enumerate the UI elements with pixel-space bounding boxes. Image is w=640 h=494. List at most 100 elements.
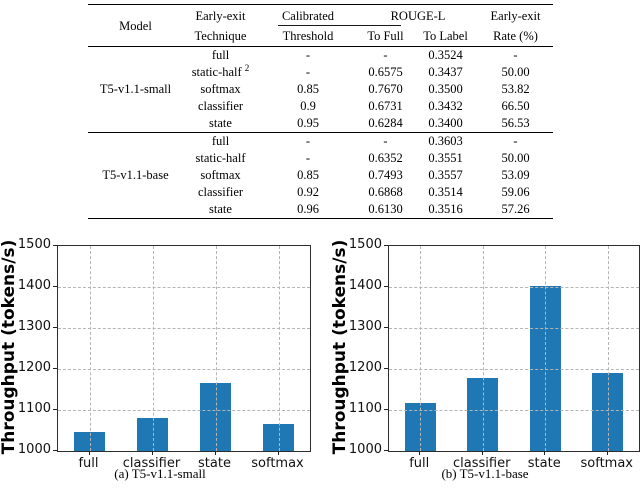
cell-rate: 59.06 bbox=[501, 184, 530, 199]
cell-technique: softmax bbox=[200, 81, 241, 96]
cell-rate: 57.26 bbox=[501, 201, 530, 216]
cell-to-label: 0.3551 bbox=[428, 150, 463, 165]
table-row: state 0.96 0.6130 0.3516 57.26 bbox=[88, 201, 553, 219]
h-gridline bbox=[389, 410, 639, 411]
v-gridline bbox=[545, 246, 547, 451]
header-threshold-line1: Calibrated bbox=[281, 9, 335, 24]
model-name: T5-v1.1-small bbox=[99, 81, 172, 96]
plot-area bbox=[57, 245, 311, 452]
x-tick-label: classifier bbox=[122, 456, 181, 471]
table-row: static-half - 0.6352 0.3551 50.00 bbox=[88, 150, 553, 167]
v-gridline bbox=[89, 246, 91, 451]
y-tick-label: 1400 bbox=[348, 278, 382, 293]
v-gridline bbox=[278, 246, 280, 451]
cell-threshold: 0.96 bbox=[297, 201, 319, 216]
chart-t5-v1.1-small: Throughput (tokens/s) (a) T5-v1.1-small … bbox=[0, 237, 322, 490]
y-tick-label: 1500 bbox=[17, 237, 51, 252]
y-tick-mark bbox=[53, 286, 57, 287]
chart-t5-v1.1-base: Throughput (tokens/s) (b) T5-v1.1-base 1… bbox=[330, 237, 640, 490]
y-tick-label: 1000 bbox=[348, 442, 382, 457]
cell-technique: classifier bbox=[197, 184, 244, 199]
x-tick-mark bbox=[277, 451, 279, 455]
h-gridline bbox=[389, 369, 639, 370]
cell-threshold: 0.92 bbox=[297, 184, 319, 199]
y-tick-mark bbox=[384, 368, 388, 369]
cell-to-label: 0.3437 bbox=[428, 64, 463, 79]
x-tick-label: full bbox=[78, 456, 99, 471]
cell-to-label: 0.3557 bbox=[428, 167, 463, 182]
header-rouge: ROUGE-L bbox=[390, 9, 446, 24]
cell-technique: state bbox=[209, 201, 232, 216]
cell-technique: full bbox=[211, 47, 230, 62]
subfigure-caption-b: (b) T5-v1.1-base bbox=[441, 466, 529, 481]
x-tick-mark bbox=[481, 451, 483, 455]
y-tick-mark bbox=[53, 245, 57, 246]
cell-rate: 53.82 bbox=[501, 81, 530, 96]
table-row: softmax 0.85 0.7493 0.3557 53.09 bbox=[88, 167, 553, 184]
y-tick-label: 1000 bbox=[17, 442, 51, 457]
cell-rate: - bbox=[513, 47, 518, 62]
table-row: T5-v1.1-base full - - 0.3603 - bbox=[88, 132, 554, 219]
header-rate-line2: Rate (%) bbox=[478, 27, 554, 47]
cell-threshold: 0.95 bbox=[297, 115, 319, 130]
cell-to-full: 0.6130 bbox=[368, 201, 403, 216]
y-tick-mark bbox=[384, 286, 388, 287]
y-axis-label: Throughput (tokens/s) bbox=[330, 239, 350, 455]
y-tick-label: 1500 bbox=[348, 237, 382, 252]
table-row: T5-v1.1-small full - - 0.3524 - bbox=[88, 47, 553, 96]
cell-rate: 50.00 bbox=[501, 64, 530, 79]
x-tick-mark bbox=[88, 451, 90, 455]
cell-to-full: - bbox=[383, 47, 388, 62]
cell-threshold: - bbox=[258, 132, 358, 150]
cell-threshold: - bbox=[305, 64, 311, 79]
header-threshold-line2: Threshold bbox=[258, 27, 358, 47]
y-tick-label: 1300 bbox=[348, 319, 382, 334]
footnote-marker: 2 bbox=[244, 62, 250, 73]
cell-technique: full bbox=[183, 132, 258, 150]
y-tick-mark bbox=[384, 327, 388, 328]
x-tick-label: state bbox=[198, 456, 231, 471]
table-row: static-half 2 - 0.6575 0.3437 50.00 bbox=[88, 62, 553, 81]
cmidrule bbox=[278, 25, 401, 26]
y-tick-mark bbox=[53, 368, 57, 369]
y-tick-label: 1400 bbox=[17, 278, 51, 293]
cell-threshold: 0.85 bbox=[297, 167, 319, 182]
h-gridline bbox=[58, 369, 310, 370]
x-tick-mark bbox=[151, 451, 153, 455]
x-tick-mark bbox=[544, 451, 546, 455]
cell-to-full: 0.6575 bbox=[368, 64, 403, 79]
x-tick-label: softmax bbox=[251, 456, 304, 471]
v-gridline bbox=[482, 246, 484, 451]
cell-to-full: 0.6731 bbox=[368, 98, 403, 113]
y-tick-mark bbox=[384, 409, 388, 410]
table-row: state 0.95 0.6284 0.3400 56.53 bbox=[88, 115, 553, 133]
cell-to-full: 0.6284 bbox=[368, 115, 403, 130]
cell-threshold: 0.9 bbox=[300, 98, 316, 113]
cell-to-full: 0.7493 bbox=[368, 167, 403, 182]
cell-to-label: 0.3516 bbox=[428, 201, 463, 216]
model-name: T5-v1.1-base bbox=[88, 132, 183, 219]
y-tick-mark bbox=[384, 450, 388, 451]
table-row: classifier 0.92 0.6868 0.3514 59.06 bbox=[88, 184, 553, 201]
v-gridline bbox=[420, 246, 422, 451]
x-tick-label: full bbox=[409, 456, 430, 471]
header-technique-line1: Early-exit bbox=[195, 9, 246, 24]
y-tick-mark bbox=[53, 327, 57, 328]
results-table-wrap: Model Early-exit Calibrated ROUGE-L Earl… bbox=[88, 4, 554, 219]
cell-rate: 66.50 bbox=[501, 98, 530, 113]
v-gridline bbox=[152, 246, 154, 451]
header-model: Model bbox=[88, 4, 183, 47]
h-gridline bbox=[389, 328, 639, 329]
h-gridline bbox=[58, 410, 310, 411]
header-technique-line2: Technique bbox=[183, 27, 258, 47]
cell-to-full: - bbox=[358, 132, 413, 150]
h-gridline bbox=[58, 328, 310, 329]
plot-area bbox=[388, 245, 640, 452]
cell-rate: 56.53 bbox=[501, 115, 530, 130]
cell-to-label: 0.3524 bbox=[428, 47, 463, 62]
y-tick-mark bbox=[53, 409, 57, 410]
header-to-full: To Full bbox=[358, 27, 413, 47]
cell-technique: classifier bbox=[197, 98, 244, 113]
y-tick-label: 1200 bbox=[348, 360, 382, 375]
table-row: classifier 0.9 0.6731 0.3432 66.50 bbox=[88, 98, 553, 115]
